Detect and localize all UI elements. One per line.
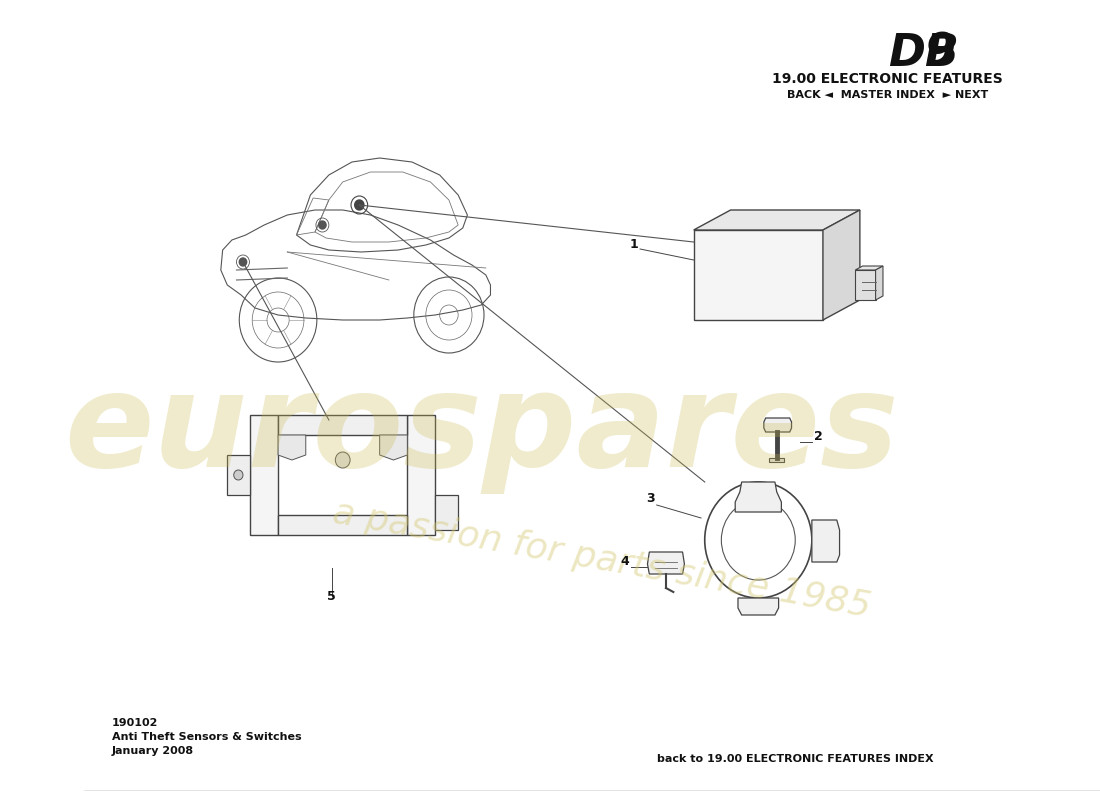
Circle shape	[240, 258, 246, 266]
Polygon shape	[436, 495, 459, 530]
Circle shape	[354, 200, 364, 210]
Polygon shape	[407, 415, 436, 535]
Polygon shape	[735, 482, 781, 512]
Polygon shape	[856, 266, 883, 270]
Text: 19.00 ELECTRONIC FEATURES: 19.00 ELECTRONIC FEATURES	[772, 72, 1003, 86]
Polygon shape	[648, 552, 684, 574]
Polygon shape	[379, 435, 407, 460]
Text: eurospares: eurospares	[64, 366, 899, 494]
Polygon shape	[228, 455, 251, 495]
Text: back to 19.00 ELECTRONIC FEATURES INDEX: back to 19.00 ELECTRONIC FEATURES INDEX	[657, 754, 933, 764]
Polygon shape	[823, 210, 860, 320]
Text: BACK ◄  MASTER INDEX  ► NEXT: BACK ◄ MASTER INDEX ► NEXT	[786, 90, 988, 100]
Text: 4: 4	[620, 555, 629, 568]
Text: DB: DB	[888, 32, 958, 75]
Text: 1: 1	[629, 238, 638, 251]
Polygon shape	[856, 270, 876, 300]
Circle shape	[319, 221, 326, 229]
Polygon shape	[278, 515, 407, 535]
Polygon shape	[694, 210, 860, 230]
Text: 2: 2	[814, 430, 823, 443]
Text: a passion for parts since 1985: a passion for parts since 1985	[330, 496, 873, 624]
Circle shape	[233, 470, 243, 480]
Polygon shape	[251, 415, 278, 535]
Polygon shape	[876, 266, 883, 300]
Text: January 2008: January 2008	[112, 746, 194, 756]
Polygon shape	[694, 230, 823, 320]
Text: 5: 5	[328, 590, 336, 603]
Text: 190102: 190102	[112, 718, 158, 728]
Polygon shape	[278, 435, 306, 460]
Polygon shape	[812, 520, 839, 562]
Circle shape	[336, 452, 350, 468]
Text: Anti Theft Sensors & Switches: Anti Theft Sensors & Switches	[112, 732, 301, 742]
Polygon shape	[763, 418, 792, 432]
Polygon shape	[278, 415, 407, 435]
Polygon shape	[769, 458, 784, 462]
Text: 9: 9	[924, 32, 956, 75]
Text: 3: 3	[646, 492, 654, 505]
Polygon shape	[738, 598, 779, 615]
